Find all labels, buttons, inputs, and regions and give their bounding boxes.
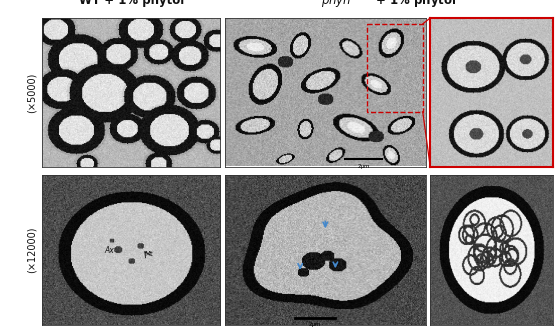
Text: Mt: Mt <box>145 251 153 257</box>
Text: $\mathit{phyh}^{-/-}$ + 1% phytol: $\mathit{phyh}^{-/-}$ + 1% phytol <box>321 0 457 10</box>
Bar <box>368 24 423 112</box>
Text: (×12000): (×12000) <box>26 227 36 273</box>
Text: WT + 1% phytol: WT + 1% phytol <box>79 0 184 7</box>
Text: 2μm: 2μm <box>357 164 370 169</box>
Text: (×5000): (×5000) <box>26 72 36 112</box>
Text: Ax: Ax <box>104 246 114 255</box>
Text: 2μm: 2μm <box>309 322 321 327</box>
